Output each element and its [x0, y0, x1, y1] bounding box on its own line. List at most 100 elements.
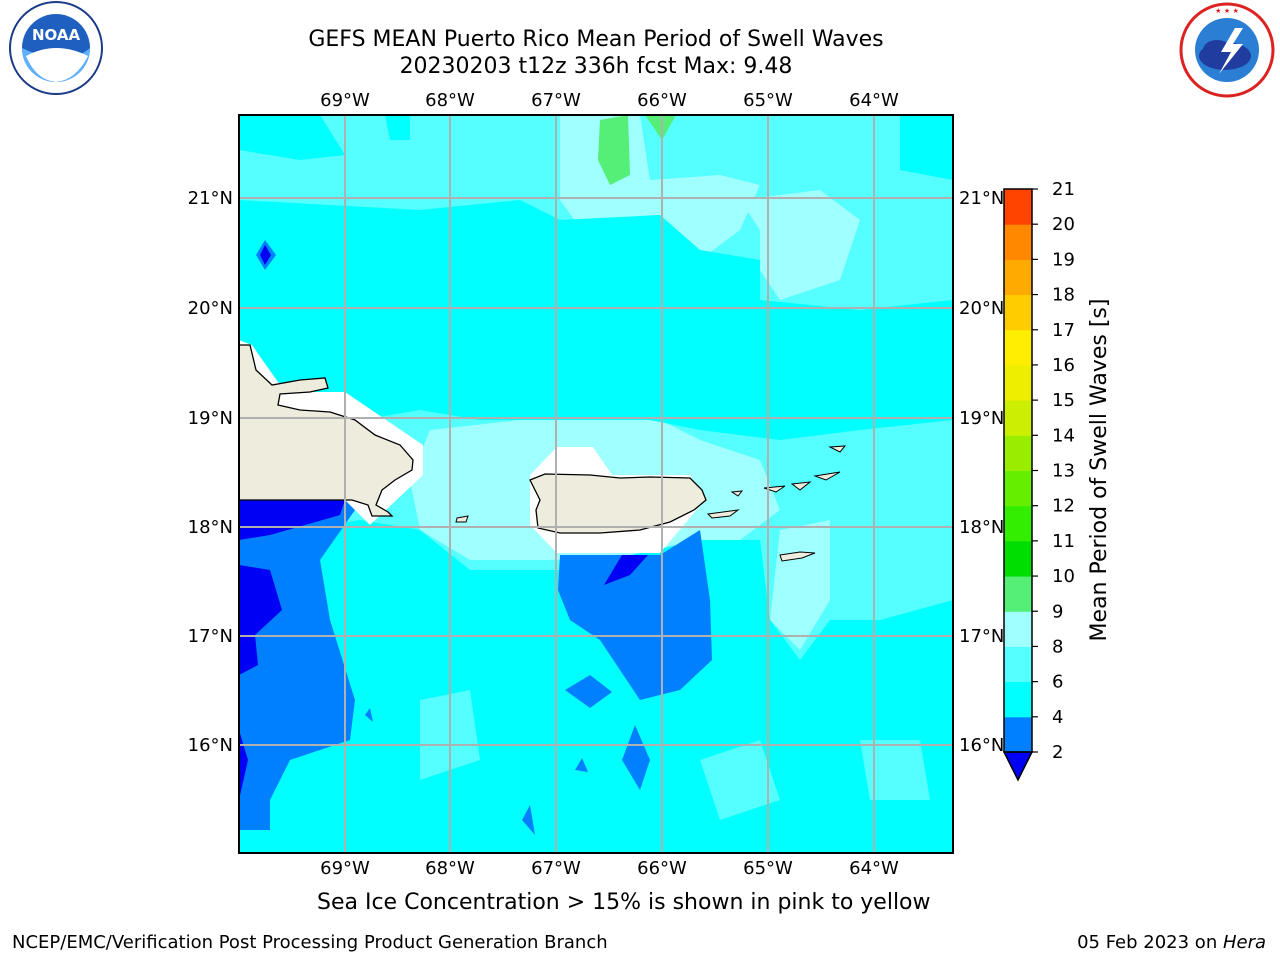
colorbar-swatch: [1004, 259, 1032, 296]
colorbar-swatch: [1004, 435, 1032, 471]
lon-label: 69°W: [320, 90, 370, 111]
contour-9-10-a: [598, 115, 630, 185]
lat-label: 17°N: [959, 626, 1004, 647]
lat-label: 20°N: [959, 298, 1004, 319]
colorbar-swatch: [1004, 646, 1032, 683]
noaa-wordmark: NOAA: [32, 26, 81, 44]
lat-label: 18°N: [959, 517, 1004, 538]
contour-2-4-patch-a: [565, 675, 612, 708]
colorbar-extend-arrow: [1002, 751, 1034, 782]
colorbar-swatch: [1004, 470, 1032, 507]
contour-lt2-d: [604, 555, 648, 585]
colorbar-tick-label: 12: [1052, 496, 1075, 517]
contour-4-6-n: [385, 115, 410, 140]
colorbar-tick-label: 9: [1052, 601, 1063, 622]
contour-lt2-c: [239, 730, 248, 800]
graticule: [239, 115, 953, 853]
lon-label: 68°W: [425, 90, 475, 111]
footer-date: 05 Feb 2023 on Hera: [1077, 932, 1266, 953]
contour-lt2-b: [239, 565, 282, 675]
colorbar-swatch: [1004, 681, 1032, 718]
colorbar-swatch: [1004, 716, 1032, 753]
lon-label: 69°W: [320, 858, 370, 879]
colorbar-swatch: [1004, 364, 1032, 401]
lat-labels-right: 21°N 20°N 19°N 18°N 17°N 16°N: [959, 188, 1004, 756]
st-thomas-island: [763, 485, 786, 493]
colorbar-tick-label: 16: [1052, 355, 1075, 376]
colorbar-tick-label: 8: [1052, 636, 1063, 657]
lon-label: 68°W: [425, 858, 475, 879]
lat-label: 20°N: [188, 298, 233, 319]
tortola-island: [790, 481, 812, 491]
lon-labels-bottom: 69°W 68°W 67°W 66°W 65°W 64°W: [320, 858, 899, 879]
lat-label: 17°N: [188, 626, 233, 647]
lon-label: 64°W: [849, 90, 899, 111]
mona-island: [455, 515, 469, 523]
sea-ice-note: Sea Ice Concentration > 15% is shown in …: [317, 890, 931, 915]
virgin-gorda-island: [813, 471, 841, 481]
lat-label: 19°N: [188, 408, 233, 429]
lon-label: 67°W: [531, 858, 581, 879]
colorbar-tick-label: 19: [1052, 249, 1075, 270]
colorbar-swatch: [1004, 224, 1032, 260]
colorbar-tick-label: 14: [1052, 425, 1075, 446]
map-title: GEFS MEAN Puerto Rico Mean Period of Swe…: [308, 27, 884, 52]
colorbar-swatch: [1004, 294, 1032, 331]
contour-2-4-patch-e: [365, 708, 373, 722]
colorbar-swatch: [1004, 400, 1032, 436]
contour-lt2-a: [239, 500, 345, 540]
colorbar-tick-label: 11: [1052, 531, 1075, 552]
colorbar-swatch: [1004, 576, 1032, 612]
contour-2-4-patch-b: [622, 725, 650, 790]
contour-2-4-patch-c: [522, 805, 535, 835]
colorbar: 2 4 6 8 9 10 11 12 13 14 15 16 17 18 19 20 21: [1002, 179, 1075, 782]
svg-text:★ ★ ★: ★ ★ ★: [1215, 7, 1239, 15]
colorbar-tick-label: 6: [1052, 672, 1063, 693]
colorbar-swatch: [1004, 329, 1032, 366]
contour-lt2-e: [260, 245, 271, 265]
contour-4-6-nw: [239, 115, 345, 160]
colorbar-tick-label: 4: [1052, 707, 1063, 728]
lon-label: 65°W: [743, 858, 793, 879]
footer-date-text: 05 Feb 2023 on: [1077, 932, 1223, 953]
map-frame: [238, 114, 954, 854]
colorbar-tick-label: 20: [1052, 214, 1075, 235]
lat-label: 18°N: [188, 517, 233, 538]
lon-label: 67°W: [531, 90, 581, 111]
colorbar-tick-label: 21: [1052, 179, 1075, 200]
contour-4-6-ne: [900, 115, 953, 180]
nws-logo: ★ ★ ★: [1179, 2, 1275, 98]
lon-label: 65°W: [743, 90, 793, 111]
contour-6-8-patch-b: [700, 740, 780, 820]
colorbar-tick-label: 2: [1052, 742, 1063, 763]
lon-label: 66°W: [637, 90, 687, 111]
colorbar-swatch: [1004, 189, 1032, 225]
contour-2-4-patch-d: [575, 758, 588, 772]
lat-label: 16°N: [188, 735, 233, 756]
contour-2-4-south-pr: [558, 530, 712, 700]
lat-label: 21°N: [959, 188, 1004, 209]
lon-labels-top: 69°W 68°W 67°W 66°W 65°W 64°W: [320, 90, 899, 111]
colorbar-label: Mean Period of Swell Waves [s]: [1087, 299, 1112, 642]
swell-period-contours: [239, 115, 953, 853]
contour-8-9-ne: [740, 190, 860, 300]
culebra-island: [730, 490, 744, 497]
lat-label: 16°N: [959, 735, 1004, 756]
colorbar-tick-label: 18: [1052, 285, 1075, 306]
anegada-island: [828, 445, 847, 453]
colorbar-tick-label: 15: [1052, 390, 1075, 411]
map-subtitle: 20230203 t12z 336h fcst Max: 9.48: [399, 54, 793, 79]
noaa-logo: NOAA: [9, 1, 103, 95]
colorbar-swatch: [1004, 611, 1032, 647]
hispaniola-land: [239, 344, 414, 517]
colorbar-swatch: [1004, 540, 1032, 577]
footer-host: Hera: [1222, 932, 1266, 953]
lat-label: 21°N: [188, 188, 233, 209]
contour-9-10-b: [645, 115, 676, 140]
colorbar-swatch: [1004, 505, 1032, 542]
lon-label: 66°W: [637, 858, 687, 879]
contour-6-8-patch-c: [860, 740, 930, 800]
st-croix-island: [779, 551, 816, 562]
lat-labels-left: 21°N 20°N 19°N 18°N 17°N 16°N: [188, 188, 233, 756]
